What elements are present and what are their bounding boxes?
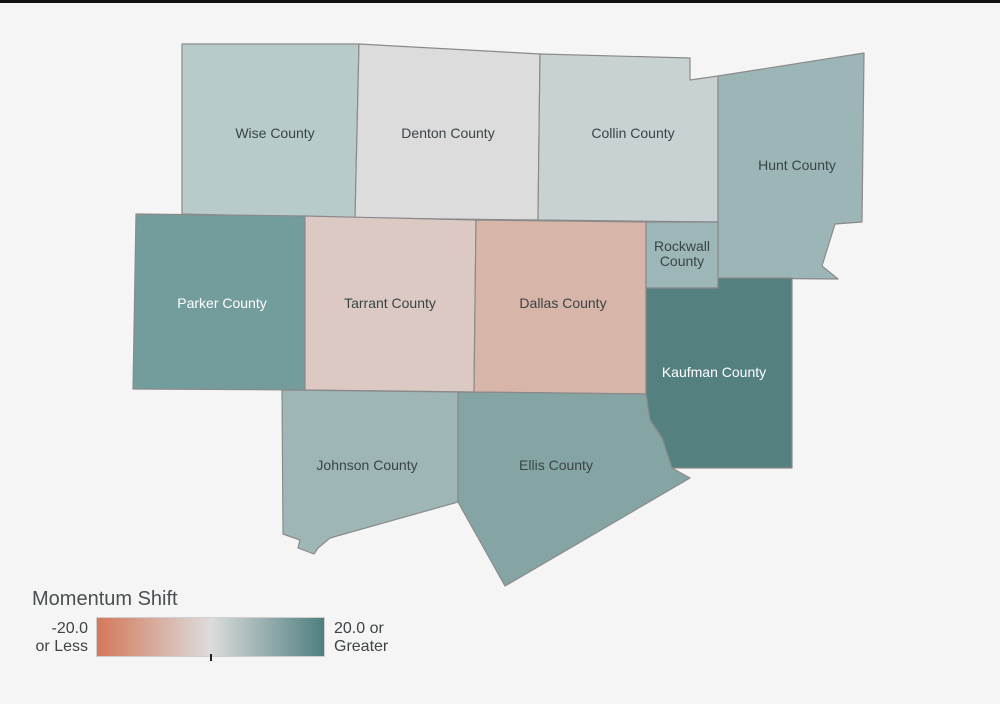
top-rule bbox=[0, 0, 1000, 3]
legend-max-line2: Greater bbox=[334, 638, 389, 655]
label-johnson: Johnson County bbox=[316, 457, 417, 473]
legend-gradient-bar bbox=[96, 617, 325, 657]
legend-max-label: 20.0 or Greater bbox=[334, 620, 414, 656]
label-rockwall-line1: Rockwall bbox=[654, 238, 710, 254]
label-tarrant: Tarrant County bbox=[344, 295, 436, 311]
label-dallas: Dallas County bbox=[519, 295, 606, 311]
county-ellis[interactable] bbox=[457, 391, 691, 587]
legend-min-label: -20.0 or Less bbox=[30, 620, 88, 656]
label-denton: Denton County bbox=[401, 125, 494, 141]
label-ellis: Ellis County bbox=[519, 457, 593, 473]
label-collin: Collin County bbox=[591, 125, 674, 141]
legend-min-line1: -20.0 bbox=[51, 620, 88, 637]
label-hunt: Hunt County bbox=[758, 157, 836, 173]
label-kaufman: Kaufman County bbox=[662, 364, 766, 380]
legend-title: Momentum Shift bbox=[32, 588, 178, 610]
label-wise: Wise County bbox=[235, 125, 314, 141]
legend-marker bbox=[209, 654, 212, 661]
legend-min-line2: or Less bbox=[35, 638, 88, 655]
label-parker: Parker County bbox=[177, 295, 266, 311]
label-rockwall-line2: County bbox=[660, 253, 704, 269]
legend-max-line1: 20.0 or bbox=[334, 620, 384, 637]
